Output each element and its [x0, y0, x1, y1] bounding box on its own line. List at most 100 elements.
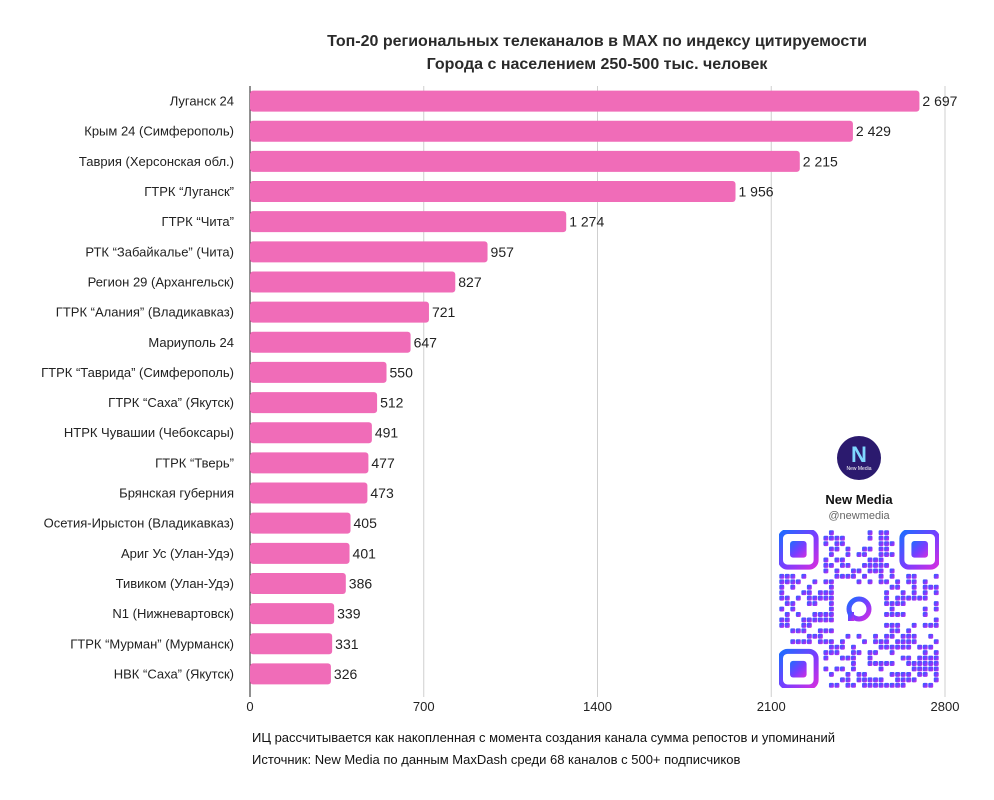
qr-module	[928, 682, 934, 688]
brand-block: N New Media New Media @newmedia	[779, 432, 939, 522]
qr-module	[900, 633, 906, 639]
category-label: Тивиком (Улан-Удэ)	[116, 576, 234, 591]
qr-module	[779, 573, 785, 579]
qr-module	[779, 590, 785, 596]
qr-module	[933, 617, 939, 623]
qr-module	[928, 666, 934, 672]
qr-code[interactable]	[779, 530, 939, 688]
qr-finder-center	[790, 660, 807, 678]
qr-module	[889, 650, 895, 656]
qr-module	[834, 682, 840, 688]
qr-module	[889, 622, 895, 628]
qr-module	[828, 606, 834, 612]
qr-module	[812, 617, 818, 623]
qr-module	[884, 682, 890, 688]
category-label: ГТРК “Мурман” (Мурманск)	[70, 636, 234, 651]
qr-module	[889, 552, 895, 558]
qr-module	[817, 612, 823, 617]
x-tick-label: 2800	[931, 699, 960, 714]
qr-module	[928, 655, 934, 661]
qr-module	[817, 639, 823, 645]
qr-module	[845, 671, 851, 677]
qr-module	[784, 573, 790, 579]
qr-module	[884, 612, 890, 617]
qr-module	[911, 622, 917, 628]
qr-module	[812, 579, 818, 585]
chart-title-block: Топ-20 региональных телеканалов в MAX по…	[250, 30, 944, 76]
data-label: 827	[458, 274, 482, 290]
qr-module	[878, 562, 884, 568]
qr-module	[873, 568, 879, 574]
qr-finder-pattern	[779, 648, 819, 688]
qr-module	[851, 666, 856, 672]
qr-module	[878, 677, 884, 683]
category-label: РТК “Забайкалье” (Чита)	[85, 244, 234, 259]
qr-module	[812, 595, 818, 601]
qr-module	[845, 682, 851, 688]
qr-module	[911, 633, 917, 639]
qr-module	[823, 639, 829, 645]
qr-module	[839, 666, 845, 672]
qr-module	[895, 671, 901, 677]
qr-module	[895, 595, 901, 601]
qr-finder-center	[790, 541, 807, 558]
qr-module	[779, 579, 785, 585]
qr-module	[900, 590, 906, 596]
qr-module	[878, 644, 884, 650]
qr-module	[889, 612, 895, 617]
qr-module	[917, 655, 923, 661]
qr-module	[828, 601, 834, 607]
qr-module	[806, 584, 812, 590]
qr-module	[801, 639, 807, 645]
qr-module	[933, 584, 939, 590]
qr-module	[922, 584, 928, 590]
qr-module	[812, 601, 818, 607]
qr-module	[812, 612, 818, 617]
bar	[250, 572, 346, 594]
qr-module	[834, 541, 840, 547]
qr-module	[784, 622, 790, 628]
qr-module	[922, 590, 928, 596]
qr-module	[823, 655, 829, 661]
qr-module	[834, 535, 840, 541]
qr-module	[878, 666, 884, 672]
category-label: Осетия-Ирыстон (Владикавказ)	[44, 516, 234, 531]
qr-module	[906, 579, 912, 585]
qr-module	[790, 628, 796, 634]
qr-module	[906, 644, 912, 650]
bar	[250, 241, 488, 263]
qr-module	[911, 639, 917, 645]
qr-module	[856, 650, 862, 656]
qr-module	[889, 601, 895, 607]
qr-module	[823, 579, 829, 585]
qr-module	[895, 612, 901, 617]
category-label: ГТРК “Саха” (Якутск)	[108, 395, 234, 410]
qr-module	[878, 546, 884, 552]
qr-module	[790, 601, 796, 607]
qr-module	[779, 617, 785, 623]
qr-module	[884, 530, 890, 536]
qr-module	[933, 622, 939, 628]
qr-module	[873, 677, 879, 683]
qr-module	[917, 666, 923, 672]
qr-module	[917, 595, 923, 601]
data-label: 473	[370, 485, 394, 501]
qr-module	[884, 661, 890, 666]
brand-name: New Media	[825, 492, 893, 507]
qr-module	[873, 562, 879, 568]
data-label: 2 215	[803, 153, 838, 169]
data-label: 721	[432, 304, 456, 320]
qr-module	[906, 639, 912, 645]
qr-module	[845, 633, 851, 639]
qr-module	[839, 655, 845, 661]
qr-module	[806, 633, 812, 639]
data-label: 1 956	[739, 184, 774, 200]
qr-module	[928, 644, 934, 650]
qr-module	[812, 633, 818, 639]
qr-module	[900, 655, 906, 661]
bar	[250, 331, 411, 353]
bar	[250, 603, 335, 625]
footnote: ИЦ рассчитывается как накопленная с моме…	[252, 727, 835, 771]
qr-module	[884, 552, 890, 558]
